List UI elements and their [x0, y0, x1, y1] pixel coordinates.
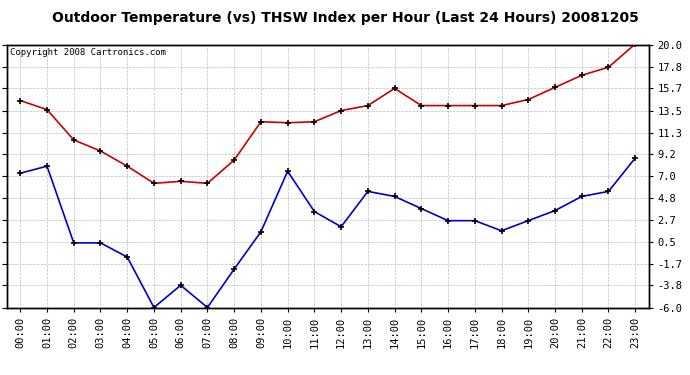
Text: Copyright 2008 Cartronics.com: Copyright 2008 Cartronics.com: [10, 48, 166, 57]
Text: Outdoor Temperature (vs) THSW Index per Hour (Last 24 Hours) 20081205: Outdoor Temperature (vs) THSW Index per …: [52, 11, 638, 25]
